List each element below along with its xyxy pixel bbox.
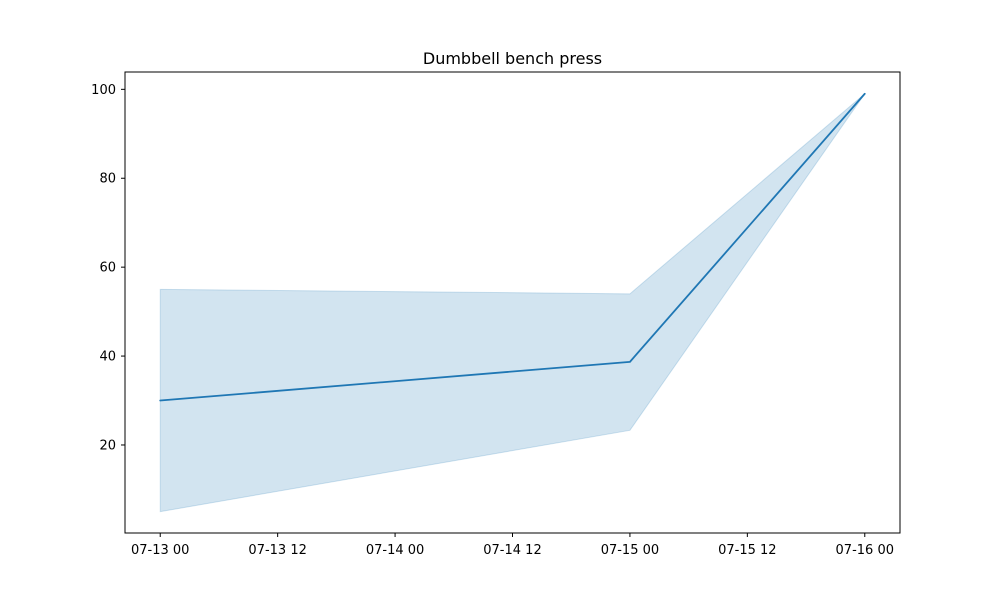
y-tick-label: 20 [99,438,116,453]
x-tick-label: 07-15 00 [601,543,659,558]
y-axis: 20 40 60 80 100 [91,83,125,453]
series-line [159,92,866,402]
x-tick-label: 07-13 00 [131,543,189,558]
confidence-band [159,93,866,513]
x-tick-label: 07-14 00 [366,543,424,558]
x-axis: 07-13 00 07-13 12 07-14 00 07-14 12 07-15 00… [131,533,894,558]
y-tick-label: 80 [99,172,116,187]
y-tick-label: 40 [99,350,116,365]
x-tick-label: 07-16 00 [836,543,894,558]
y-tick-label: 100 [91,83,116,98]
chart-title: Dumbbell bench press [423,49,602,68]
x-tick-label: 07-15 12 [718,543,776,558]
y-tick-label: 60 [99,261,116,276]
plot-area [159,92,866,513]
x-tick-label: 07-14 12 [483,543,541,558]
x-tick-label: 07-13 12 [248,543,306,558]
